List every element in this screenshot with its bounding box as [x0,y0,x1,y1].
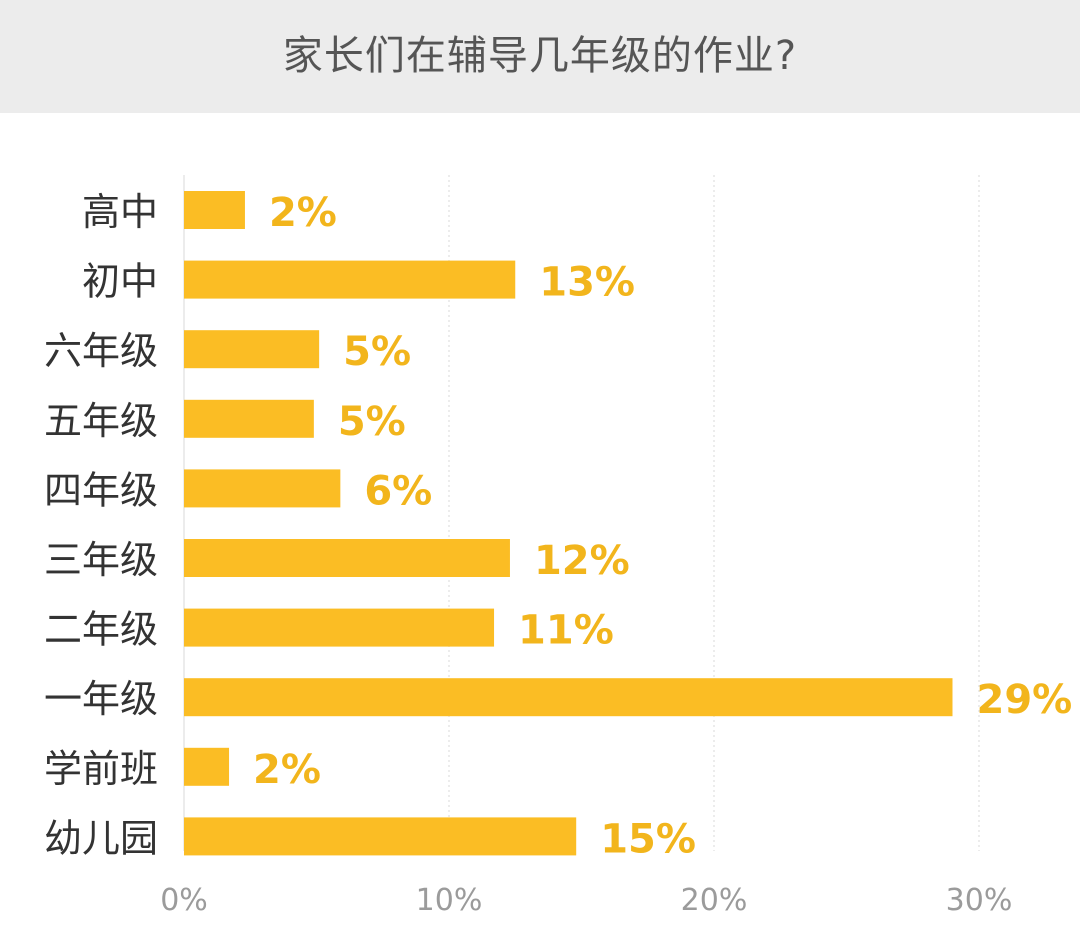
bar-chart: 高中 2% 初中 13% 六年级 5% 五年级 5% 四年级 6% 三年级 12% 二年级 11% 一年级 2… [44,175,1073,918]
x-tick-label: 20% [681,883,748,918]
bar [184,191,245,229]
value-label: 5% [338,399,406,445]
category-label: 三年级 [44,538,158,582]
value-label: 6% [364,468,432,514]
bar [184,469,341,508]
bar [184,260,516,299]
category-label: 五年级 [44,399,158,443]
value-label: 12% [534,538,630,584]
x-tick-label: 30% [946,883,1013,918]
category-label: 六年级 [44,329,158,373]
chart-title: 家长们在辅导几年级的作业? [282,33,798,79]
title-bar [0,0,1080,113]
bar [184,678,953,717]
x-tick-label: 0% [160,883,208,918]
category-label: 二年级 [44,608,158,652]
value-label: 2% [269,190,337,236]
bar [184,747,230,786]
value-label: 11% [518,608,614,654]
category-label: 一年级 [44,677,158,721]
category-label: 四年级 [44,468,158,512]
bar [184,539,510,577]
category-label: 初中 [82,260,158,304]
bar [184,817,577,856]
x-tick-label: 10% [416,883,483,918]
value-label: 2% [253,747,321,793]
category-label: 幼儿园 [44,816,158,860]
category-label: 学前班 [44,747,158,791]
category-label: 高中 [82,190,158,234]
bar [184,399,314,438]
value-label: 29% [977,677,1073,723]
value-label: 15% [600,816,696,862]
bar [184,330,320,369]
value-label: 5% [343,329,411,375]
bar [184,608,495,647]
value-label: 13% [539,260,635,306]
